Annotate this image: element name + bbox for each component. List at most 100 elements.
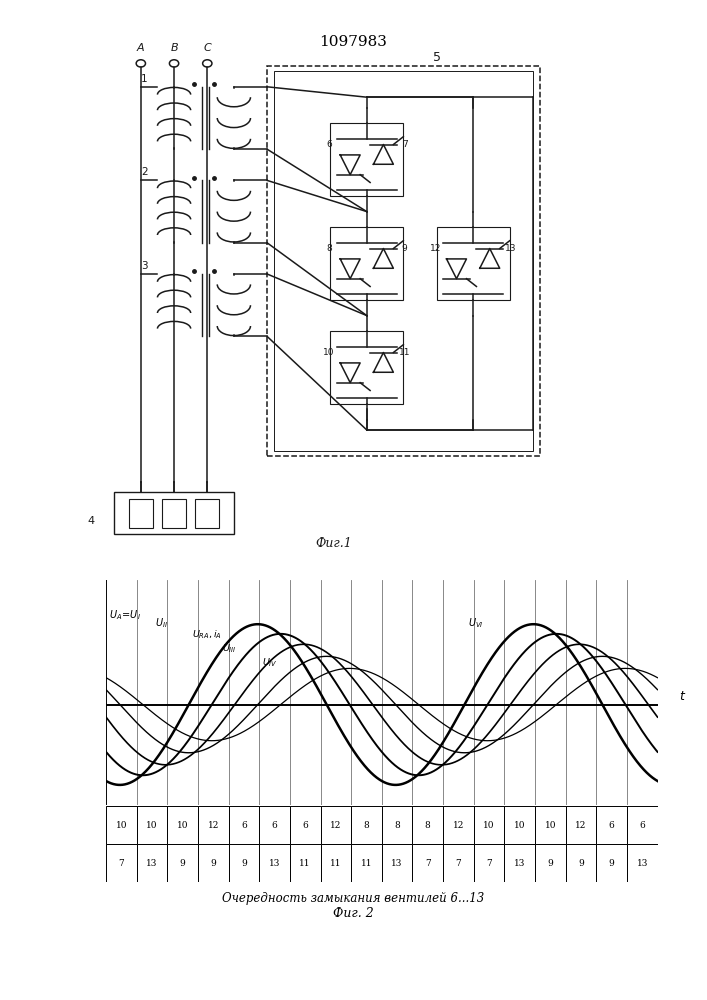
Bar xyxy=(436,227,510,300)
Text: 9: 9 xyxy=(547,858,553,867)
Text: 10: 10 xyxy=(544,820,556,830)
Bar xyxy=(412,806,443,844)
Text: 13: 13 xyxy=(146,858,158,867)
Text: 6: 6 xyxy=(241,820,247,830)
Text: 6: 6 xyxy=(303,820,308,830)
Bar xyxy=(259,844,290,882)
Bar xyxy=(627,806,658,844)
Text: 13: 13 xyxy=(514,858,525,867)
Text: 6: 6 xyxy=(271,820,277,830)
Text: Очередность замыкания вентилей 6...13: Очередность замыкания вентилей 6...13 xyxy=(223,892,484,905)
Text: $U_A\!=\!U_I$: $U_A\!=\!U_I$ xyxy=(109,609,141,622)
Text: 8: 8 xyxy=(363,820,369,830)
Text: B: B xyxy=(170,43,178,53)
Bar xyxy=(195,499,219,528)
Text: 10: 10 xyxy=(116,820,127,830)
Text: 13: 13 xyxy=(269,858,280,867)
Bar xyxy=(443,844,474,882)
Text: 8: 8 xyxy=(395,820,400,830)
Bar xyxy=(198,806,228,844)
Bar xyxy=(106,844,136,882)
Text: 7: 7 xyxy=(486,858,492,867)
Bar xyxy=(504,806,535,844)
Text: 7: 7 xyxy=(119,858,124,867)
Bar xyxy=(382,844,412,882)
Text: C: C xyxy=(204,43,211,53)
Bar xyxy=(259,806,290,844)
Bar xyxy=(412,844,443,882)
Text: t: t xyxy=(679,690,684,703)
Text: 11: 11 xyxy=(300,858,311,867)
Bar xyxy=(274,71,533,451)
Bar xyxy=(443,806,474,844)
Text: 13: 13 xyxy=(392,858,403,867)
Text: 10: 10 xyxy=(484,820,495,830)
Bar xyxy=(627,844,658,882)
Text: 2: 2 xyxy=(141,167,148,177)
Bar xyxy=(535,844,566,882)
Text: 9: 9 xyxy=(241,858,247,867)
Text: 10: 10 xyxy=(177,820,188,830)
Bar xyxy=(351,844,382,882)
Text: 12: 12 xyxy=(208,820,219,830)
Text: 12: 12 xyxy=(575,820,587,830)
Bar xyxy=(504,844,535,882)
Bar xyxy=(596,844,627,882)
Text: 9: 9 xyxy=(578,858,584,867)
Text: 13: 13 xyxy=(506,244,517,253)
Bar xyxy=(330,123,403,196)
Text: Фиг.1: Фиг.1 xyxy=(315,537,352,550)
Bar xyxy=(320,806,351,844)
Bar xyxy=(198,844,228,882)
Text: 10: 10 xyxy=(146,820,158,830)
Bar xyxy=(228,844,259,882)
Text: 6: 6 xyxy=(609,820,614,830)
Bar xyxy=(168,844,198,882)
Bar xyxy=(162,499,186,528)
Text: 13: 13 xyxy=(636,858,648,867)
Bar xyxy=(106,806,136,844)
Bar xyxy=(290,806,320,844)
Text: $U_{II}$: $U_{II}$ xyxy=(155,616,168,630)
Bar xyxy=(596,806,627,844)
Text: 9: 9 xyxy=(402,244,407,253)
Text: 10: 10 xyxy=(323,348,334,357)
Text: 8: 8 xyxy=(425,820,431,830)
Text: 12: 12 xyxy=(452,820,464,830)
Text: 11: 11 xyxy=(399,348,411,357)
Bar xyxy=(129,499,153,528)
Bar xyxy=(136,806,168,844)
Bar xyxy=(474,844,504,882)
Bar xyxy=(351,806,382,844)
Bar xyxy=(136,844,168,882)
Bar xyxy=(566,806,596,844)
Text: 9: 9 xyxy=(180,858,185,867)
Text: 1097983: 1097983 xyxy=(320,35,387,49)
Bar xyxy=(228,806,259,844)
Text: 6: 6 xyxy=(639,820,645,830)
Text: 9: 9 xyxy=(609,858,614,867)
Text: 5: 5 xyxy=(433,51,440,64)
Text: 9: 9 xyxy=(211,858,216,867)
Text: 12: 12 xyxy=(430,244,441,253)
Text: 7: 7 xyxy=(402,140,407,149)
Text: $U_{III}$: $U_{III}$ xyxy=(223,643,237,655)
Bar xyxy=(320,844,351,882)
Bar xyxy=(330,227,403,300)
Text: 8: 8 xyxy=(326,244,332,253)
Text: 1: 1 xyxy=(141,74,148,84)
Bar xyxy=(566,844,596,882)
Bar xyxy=(267,66,539,456)
Text: $U_{RA}, i_A$: $U_{RA}, i_A$ xyxy=(192,629,222,641)
Bar xyxy=(535,806,566,844)
Bar xyxy=(290,844,320,882)
Text: 4: 4 xyxy=(88,516,95,526)
Bar xyxy=(382,806,412,844)
Text: 3: 3 xyxy=(141,261,148,271)
Text: 7: 7 xyxy=(455,858,461,867)
Text: 7: 7 xyxy=(425,858,431,867)
Text: 6: 6 xyxy=(326,140,332,149)
Text: 10: 10 xyxy=(514,820,525,830)
Text: $U_{IV}$: $U_{IV}$ xyxy=(262,656,278,669)
Text: 11: 11 xyxy=(330,858,341,867)
